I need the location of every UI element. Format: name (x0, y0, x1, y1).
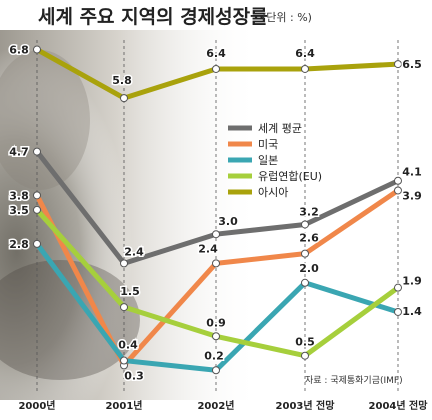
legend-label: 일본 (258, 153, 278, 167)
data-point (33, 147, 41, 156)
legend-label: 세계 평균 (258, 122, 302, 135)
x-tick-label: 2003년 전망 (276, 399, 336, 412)
data-point (120, 94, 128, 103)
data-label: 5.8 (112, 74, 132, 87)
data-point (301, 249, 309, 258)
legend-label: 아시아 (258, 186, 288, 199)
legend-label: 유럽연합(EU) (258, 169, 322, 183)
data-point (301, 220, 309, 229)
data-label: 0.4 (118, 339, 138, 352)
data-label: 3.5 (9, 204, 29, 217)
data-point (212, 332, 220, 341)
data-point (212, 64, 220, 73)
series-points (33, 45, 402, 375)
x-axis-tick-labels: 2000년 2001년 2002년 2003년 전망 2004년 전망 (18, 399, 428, 412)
data-point (120, 303, 128, 312)
data-label: 3.2 (299, 205, 319, 218)
data-point (212, 366, 220, 375)
data-label: 1.9 (402, 275, 422, 288)
legend-label: 미국 (258, 138, 278, 151)
unit-label: (단위 : %) (262, 11, 312, 24)
category-guide-lines (36, 40, 399, 392)
data-point (33, 45, 41, 54)
data-label: 3.9 (402, 189, 422, 202)
data-point (33, 205, 41, 214)
source-note: 자료 : 국제통화기금(IMF) (305, 375, 403, 386)
x-tick-label: 2002년 (197, 399, 234, 412)
data-label: 2.6 (299, 232, 319, 245)
data-label: 0.3 (124, 369, 144, 382)
data-point (120, 356, 128, 365)
data-label: 2.4 (124, 245, 144, 258)
data-point (33, 191, 41, 200)
data-point (301, 64, 309, 73)
data-label: 0.5 (295, 336, 315, 349)
data-point (394, 283, 402, 292)
x-tick-label: 2000년 (18, 399, 55, 412)
data-point (212, 259, 220, 268)
data-label: 0.9 (206, 316, 226, 329)
data-label: 6.8 (9, 44, 29, 57)
data-point (212, 230, 220, 239)
chart-title: 세계 주요 지역의 경제성장률 (38, 6, 268, 28)
data-label: 6.5 (402, 58, 422, 71)
data-label: 4.1 (402, 166, 422, 179)
data-label: 6.4 (206, 47, 226, 60)
data-point (394, 307, 402, 316)
data-label: 1.4 (402, 305, 422, 318)
data-label: 2.0 (299, 262, 319, 275)
data-labels: 4.7 2.4 3.0 3.2 4.1 3.8 0.3 2.4 2.6 3.9 2.8 0.4 0.2 2… (8, 42, 424, 384)
data-label: 4.7 (9, 146, 29, 159)
background-photo (0, 30, 260, 400)
data-label: 2.4 (198, 242, 218, 255)
data-label: 0.2 (204, 349, 224, 362)
data-label: 2.8 (9, 238, 29, 251)
data-label: 6.4 (295, 47, 315, 60)
data-point (301, 278, 309, 287)
data-label: 1.5 (120, 285, 140, 298)
data-point (120, 259, 128, 268)
data-label: 3.0 (218, 215, 238, 228)
data-point (394, 186, 402, 195)
data-point (33, 239, 41, 248)
data-point (394, 176, 402, 185)
x-tick-label: 2004년 전망 (369, 399, 429, 412)
data-point (394, 60, 402, 69)
x-tick-label: 2001년 (105, 399, 142, 412)
data-label: 3.8 (9, 189, 29, 202)
data-point (301, 351, 309, 360)
